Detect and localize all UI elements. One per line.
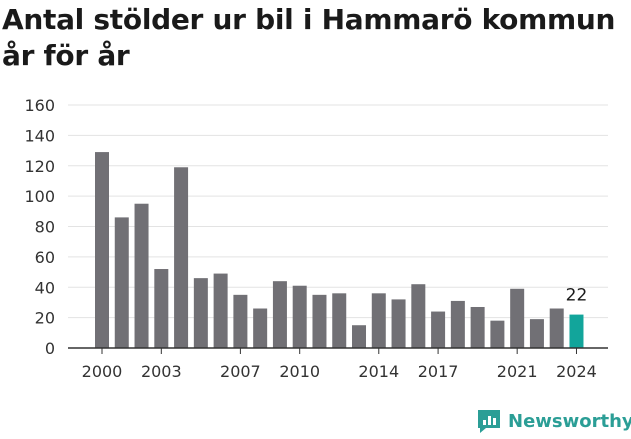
- gridlines: [68, 104, 608, 319]
- y-tick-label: 20: [35, 309, 55, 328]
- bar-2005: [193, 278, 208, 348]
- bar-2021: [510, 288, 525, 348]
- x-tick-label: 2010: [279, 362, 320, 381]
- bar-2016: [411, 284, 426, 348]
- bar-2018: [450, 300, 465, 348]
- bar-2002: [134, 203, 149, 348]
- bar-2009: [272, 281, 287, 348]
- bar-2020: [490, 320, 505, 348]
- bar-2007: [233, 294, 248, 348]
- bar-2013: [352, 325, 367, 348]
- bar-2008: [253, 308, 268, 348]
- bar-2024: [569, 314, 584, 348]
- bar-2010: [292, 285, 307, 348]
- chart-title-line-1: Antal stölder ur bil i Hammarö kommun: [2, 3, 616, 36]
- data-labels: 22: [566, 286, 588, 306]
- bar-2017: [431, 311, 446, 348]
- bars: [95, 152, 584, 348]
- bar-2022: [529, 319, 544, 348]
- bar-2019: [470, 306, 485, 348]
- bar-2000: [95, 152, 109, 348]
- x-tick-label: 2021: [497, 362, 538, 381]
- y-axis-ticks: 0 20 40 60 80 100 120 140 160: [24, 96, 55, 358]
- bar-2001: [114, 217, 129, 348]
- bar-2023: [549, 308, 564, 348]
- y-tick-label: 100: [24, 187, 55, 206]
- chart-title-line-2: år för år: [2, 39, 130, 72]
- x-tick-label: 2024: [556, 362, 597, 381]
- y-tick-label: 60: [35, 248, 55, 267]
- newsworthy-logo: Newsworthy: [476, 408, 631, 434]
- x-tick-label: 2003: [141, 362, 182, 381]
- y-tick-label: 140: [24, 126, 55, 145]
- newsworthy-logo-icon: [478, 410, 500, 433]
- bar-2003: [154, 269, 169, 348]
- newsworthy-logo-text: Newsworthy: [508, 410, 631, 432]
- bar-2015: [391, 299, 406, 348]
- x-axis-ticks: 2000 2003 2007 2010 2014 2017 2021 2024: [82, 348, 597, 381]
- y-tick-label: 80: [35, 218, 55, 237]
- data-label: 22: [566, 286, 588, 306]
- y-tick-label: 0: [45, 339, 55, 358]
- bar-2011: [312, 294, 327, 348]
- chart-title: Antal stölder ur bil i Hammarö kommun år…: [2, 2, 630, 74]
- y-tick-label: 120: [24, 157, 55, 176]
- bar-2006: [213, 273, 228, 348]
- y-tick-label: 40: [35, 278, 55, 297]
- x-tick-label: 2000: [82, 362, 123, 381]
- bar-2014: [371, 293, 386, 348]
- bar-2004: [174, 167, 189, 348]
- y-tick-label: 160: [24, 96, 55, 115]
- x-tick-label: 2014: [358, 362, 399, 381]
- x-tick-label: 2017: [418, 362, 459, 381]
- x-tick-label: 2007: [220, 362, 261, 381]
- bar-2012: [332, 293, 347, 348]
